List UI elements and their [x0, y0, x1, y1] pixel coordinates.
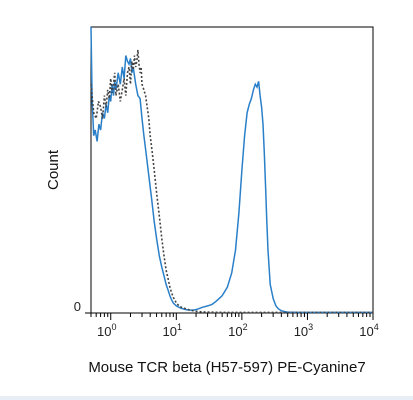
y-tick-label: 0 [74, 299, 81, 314]
series-layer [90, 26, 373, 314]
bottom-band [0, 396, 413, 400]
x-tick-label: 100 [97, 322, 116, 339]
x-axis-title: Mouse TCR beta (H57-597) PE-Cyanine7 [88, 359, 365, 376]
x-tick-label: 101 [163, 322, 182, 339]
series-line-solid [90, 26, 373, 314]
x-tick-label: 103 [294, 322, 313, 339]
x-tick-label: 104 [359, 322, 378, 339]
y-axis-ticks: 0 [74, 299, 91, 314]
y-axis-title: Count [45, 149, 62, 190]
x-tick-label: 102 [228, 322, 247, 339]
series-line-dotted [90, 49, 373, 314]
x-axis-ticks: 100 101 102 103 104 [90, 313, 379, 339]
plot-area: 100 101 102 103 104 0 [74, 26, 379, 339]
